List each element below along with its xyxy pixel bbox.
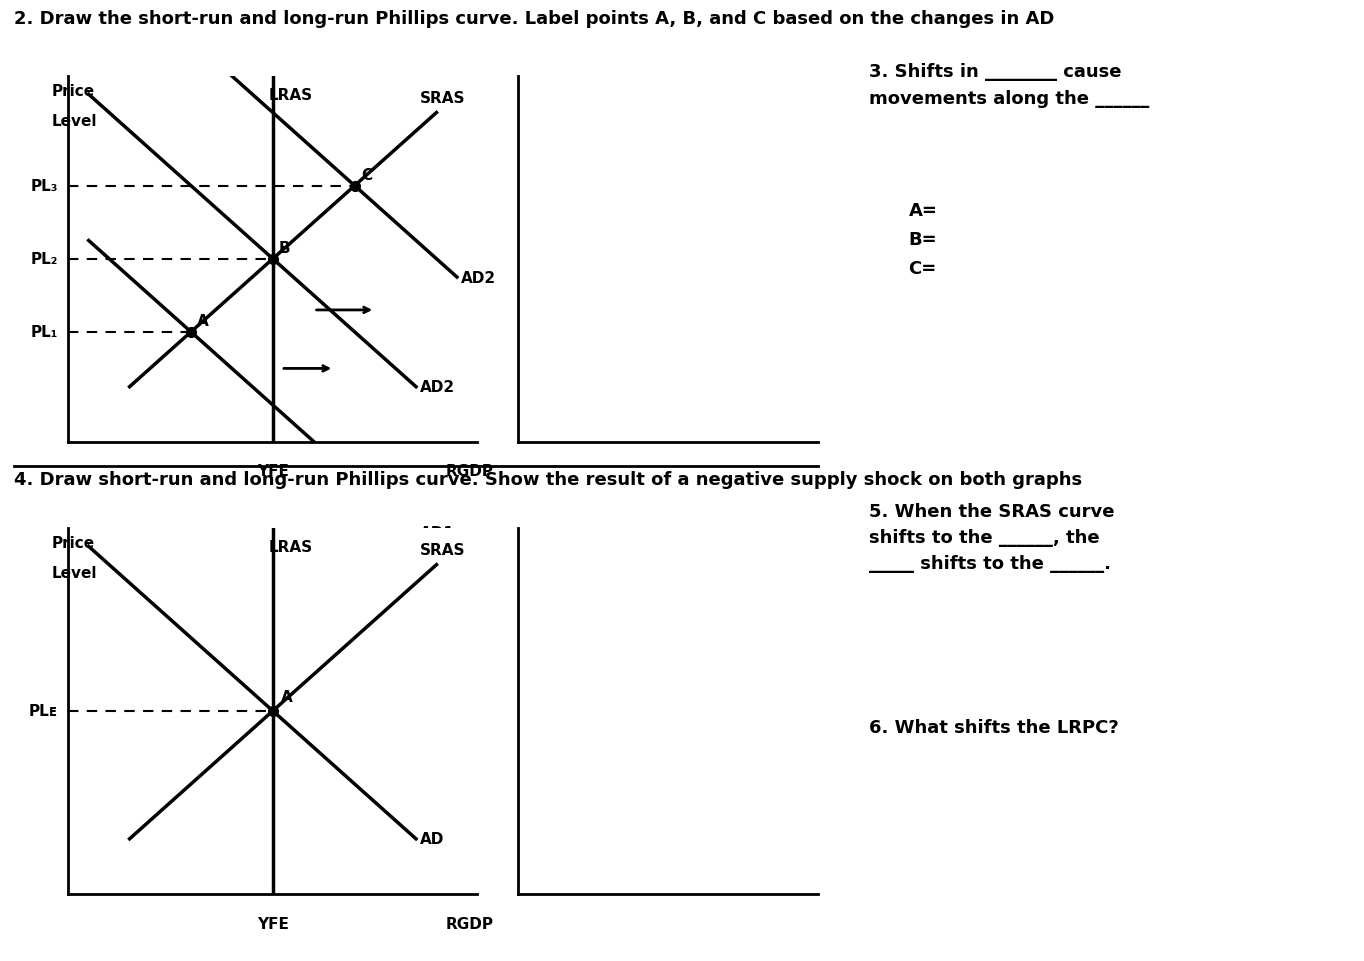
Text: AD2: AD2 (420, 380, 456, 395)
Text: 4. Draw short-run and long-run Phillips curve. Show the result of a negative sup: 4. Draw short-run and long-run Phillips … (14, 471, 1082, 489)
Text: LRAS: LRAS (269, 87, 312, 103)
Text: C: C (360, 168, 372, 183)
Text: Level: Level (52, 565, 97, 580)
Text: RGDP: RGDP (445, 916, 494, 930)
Text: Price: Price (52, 536, 95, 551)
Text: Level: Level (52, 113, 97, 129)
Text: PLᴇ: PLᴇ (29, 703, 57, 719)
Text: YFE: YFE (256, 464, 289, 479)
Text: LRAS: LRAS (269, 539, 312, 554)
Text: 6. What shifts the LRPC?: 6. What shifts the LRPC? (869, 719, 1118, 736)
Text: 2. Draw the short-run and long-run Phillips curve. Label points A, B, and C base: 2. Draw the short-run and long-run Phill… (14, 10, 1054, 28)
Text: SRAS: SRAS (420, 91, 465, 106)
Text: B: B (280, 241, 291, 256)
Text: Price: Price (52, 85, 95, 99)
Text: RGDP: RGDP (445, 464, 494, 479)
Text: A: A (198, 314, 209, 329)
Text: 5. When the SRAS curve
shifts to the ______, the
_____ shifts to the ______.: 5. When the SRAS curve shifts to the ___… (869, 503, 1114, 573)
Text: PL₁: PL₁ (30, 325, 57, 340)
Text: PL₃: PL₃ (30, 179, 57, 194)
Text: 3. Shifts in ________ cause
movements along the ______: 3. Shifts in ________ cause movements al… (869, 63, 1150, 108)
Text: A: A (281, 689, 293, 703)
Text: AD2: AD2 (461, 270, 496, 285)
Text: YFE: YFE (256, 916, 289, 930)
Text: AD: AD (420, 831, 445, 847)
Text: A=
B=
C=: A= B= C= (908, 202, 937, 278)
Text: PL₂: PL₂ (30, 252, 57, 267)
Text: SRAS: SRAS (420, 543, 465, 557)
Text: AD1: AD1 (420, 526, 456, 541)
